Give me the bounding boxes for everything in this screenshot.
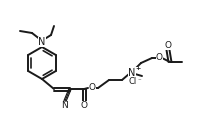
Text: N: N (61, 102, 67, 110)
Text: ⁻: ⁻ (138, 78, 141, 84)
Text: O: O (164, 41, 172, 50)
Text: N: N (128, 68, 136, 78)
Text: N: N (38, 37, 46, 47)
Text: O: O (80, 100, 88, 109)
Text: Cl: Cl (129, 77, 137, 87)
Text: +: + (135, 67, 140, 72)
Text: O: O (155, 54, 162, 62)
Text: O: O (88, 83, 95, 93)
